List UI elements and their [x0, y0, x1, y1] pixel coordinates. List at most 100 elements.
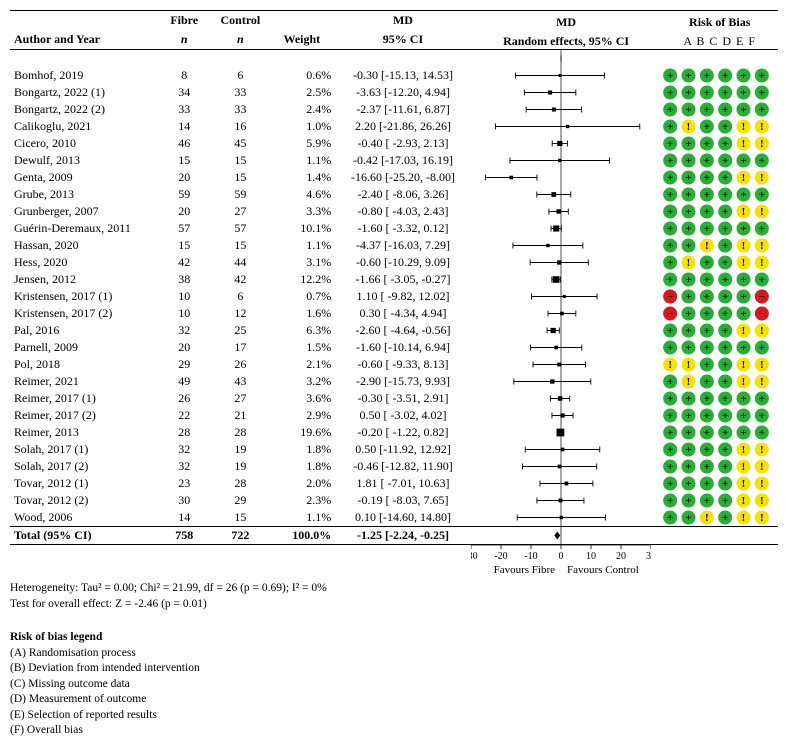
svg-text:+: + — [741, 410, 747, 422]
svg-text:+: + — [722, 206, 728, 218]
svg-text:+: + — [686, 308, 692, 320]
svg-text:+: + — [759, 410, 765, 422]
svg-text:+: + — [722, 342, 728, 354]
table-row: Bongartz, 2022 (1) 34 33 2.5% -3.63 [-12… — [10, 84, 778, 101]
cell-fibre-n: 10 — [156, 288, 212, 305]
svg-text:+: + — [667, 155, 673, 167]
cell-forest — [471, 135, 662, 152]
svg-text:+: + — [667, 274, 673, 286]
hdr-fibre-bot: n — [156, 30, 212, 50]
svg-text:!: ! — [742, 359, 746, 371]
svg-text:+: + — [667, 104, 673, 116]
svg-text:+: + — [667, 121, 673, 133]
cell-md: -2.40 [ -8.06, 3.26] — [335, 186, 471, 203]
svg-text:+: + — [686, 274, 692, 286]
cell-author: Tovar, 2012 (2) — [10, 492, 156, 509]
cell-author: Pal, 2016 — [10, 322, 156, 339]
svg-text:!: ! — [742, 325, 746, 337]
svg-text:!: ! — [760, 257, 764, 269]
cell-forest — [471, 424, 662, 441]
svg-text:+: + — [704, 206, 710, 218]
legend-item: (B) Deviation from intended intervention — [10, 661, 778, 677]
cell-md: -1.60 [ -3.32, 0.12] — [335, 220, 471, 237]
cell-author: Grube, 2013 — [10, 186, 156, 203]
svg-text:!: ! — [742, 461, 746, 473]
cell-weight: 3.3% — [268, 203, 335, 220]
table-row: Bongartz, 2022 (2) 33 33 2.4% -2.37 [-11… — [10, 101, 778, 118]
cell-forest — [471, 356, 662, 373]
cell-rob: ++++++ — [661, 390, 778, 407]
cell-weight: 3.1% — [268, 254, 335, 271]
cell-fibre-n: 14 — [156, 118, 212, 135]
svg-text:+: + — [686, 206, 692, 218]
svg-text:!: ! — [742, 138, 746, 150]
cell-md: -1.66 [ -3.05, -0.27] — [335, 271, 471, 288]
svg-text:!: ! — [760, 138, 764, 150]
cell-author: Parnell, 2009 — [10, 339, 156, 356]
table-row: Reimer, 2017 (1) 26 27 3.6% -0.30 [ -3.5… — [10, 390, 778, 407]
cell-forest — [471, 509, 662, 527]
svg-text:−: − — [759, 291, 765, 303]
svg-text:+: + — [741, 189, 747, 201]
cell-rob: ++++!! — [661, 475, 778, 492]
svg-text:+: + — [667, 325, 673, 337]
hdr-md-top: MD — [335, 11, 471, 31]
cell-rob: ++++++ — [661, 67, 778, 84]
svg-text:+: + — [704, 291, 710, 303]
cell-md: -0.40 [ -2.93, 2.13] — [335, 135, 471, 152]
svg-text:!: ! — [705, 512, 709, 524]
cell-control-n: 15 — [212, 237, 268, 254]
svg-text:-20: -20 — [494, 551, 507, 561]
cell-forest — [471, 373, 662, 390]
svg-text:+: + — [704, 70, 710, 82]
cell-control-n: 15 — [212, 509, 268, 527]
svg-text:+: + — [741, 87, 747, 99]
svg-text:+: + — [686, 172, 692, 184]
cell-control-n: 33 — [212, 84, 268, 101]
svg-text:+: + — [667, 512, 673, 524]
svg-text:+: + — [667, 87, 673, 99]
cell-rob: ++++++ — [661, 339, 778, 356]
cell-forest — [471, 101, 662, 118]
cell-author: Grunberger, 2007 — [10, 203, 156, 220]
cell-rob: ++++++ — [661, 152, 778, 169]
hdr-fibre-top: Fibre — [156, 11, 212, 31]
cell-control-n: 59 — [212, 186, 268, 203]
overall-effect-text: Test for overall effect: Z = -2.46 (p = … — [10, 597, 778, 613]
cell-rob: ++++!! — [661, 492, 778, 509]
cell-md: -0.20 [ -1.22, 0.82] — [335, 424, 471, 441]
cell-rob: +!++!! — [661, 254, 778, 271]
cell-weight: 1.5% — [268, 339, 335, 356]
table-row: Solah, 2017 (2) 32 19 1.8% -0.46 [-12.82… — [10, 458, 778, 475]
cell-forest — [471, 492, 662, 509]
svg-text:+: + — [686, 189, 692, 201]
cell-md: 0.30 [ -4.34, 4.94] — [335, 305, 471, 322]
svg-text:+: + — [667, 342, 673, 354]
svg-text:!: ! — [760, 240, 764, 252]
cell-author: Hassan, 2020 — [10, 237, 156, 254]
svg-text:-10: -10 — [524, 551, 537, 561]
svg-text:+: + — [686, 444, 692, 456]
svg-text:+: + — [686, 325, 692, 337]
svg-text:+: + — [667, 138, 673, 150]
cell-fibre-n: 10 — [156, 305, 212, 322]
svg-text:+: + — [722, 393, 728, 405]
cell-fibre-n: 8 — [156, 67, 212, 84]
cell-control-n: 43 — [212, 373, 268, 390]
total-control-n: 722 — [212, 527, 268, 545]
svg-text:!: ! — [742, 257, 746, 269]
svg-text:+: + — [667, 410, 673, 422]
hdr-forest-bot: Random effects, 95% CI — [471, 30, 662, 50]
svg-text:+: + — [741, 104, 747, 116]
cell-control-n: 19 — [212, 458, 268, 475]
table-row: Parnell, 2009 20 17 1.5% -1.60 [-10.14, … — [10, 339, 778, 356]
total-label: Total (95% CI) — [10, 527, 156, 545]
legend-item: (A) Randomisation process — [10, 646, 778, 662]
svg-text:+: + — [741, 155, 747, 167]
table-row: Genta, 2009 20 15 1.4% -16.60 [-25.20, -… — [10, 169, 778, 186]
cell-fibre-n: 22 — [156, 407, 212, 424]
legend-item: (E) Selection of reported results — [10, 708, 778, 724]
cell-forest — [471, 203, 662, 220]
table-row: Grunberger, 2007 20 27 3.3% -0.80 [ -4.0… — [10, 203, 778, 220]
cell-author: Jensen, 2012 — [10, 271, 156, 288]
